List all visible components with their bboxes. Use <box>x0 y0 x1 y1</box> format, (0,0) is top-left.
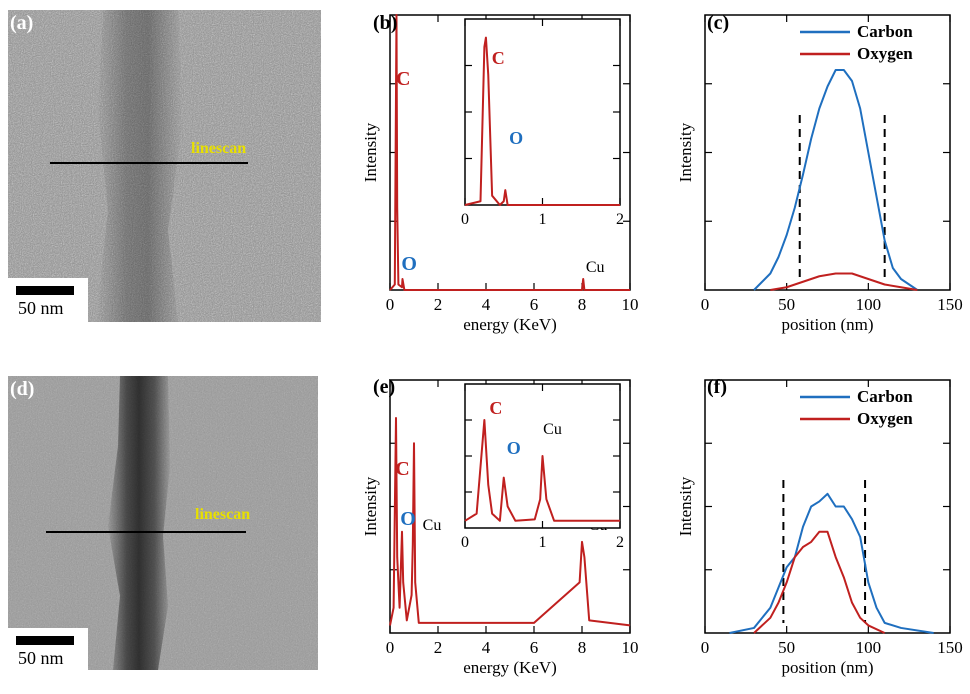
x-tick-label: 1 <box>539 211 547 228</box>
peak-label-cu: Cu <box>586 259 605 276</box>
eds-spectrum-b: 0 2 4 6 8 10 energy (KeV) Intensity C O Cu 0 1 2 C O <box>361 14 639 334</box>
tem-image-a: (a) linescan 50 nm <box>8 10 321 322</box>
scale-bar-d: 50 nm <box>8 628 88 670</box>
y-axis-label: Intensity <box>676 122 695 182</box>
x-tick-label: 0 <box>461 211 469 228</box>
x-tick-label: 100 <box>856 295 882 314</box>
inset-peak-label-o: O <box>507 438 521 458</box>
x-tick-label: 1 <box>539 534 547 551</box>
series-line-oxygen <box>770 272 918 291</box>
x-tick-label: 0 <box>701 295 710 314</box>
linescan-label-a: linescan <box>191 140 247 157</box>
x-tick-label: 10 <box>622 295 639 314</box>
scale-bar-line <box>16 636 74 645</box>
tem-image-d-canvas <box>8 376 318 670</box>
x-tick-label: 0 <box>701 638 710 657</box>
y-axis-label: Intensity <box>676 476 695 536</box>
scale-bar-line <box>16 286 74 295</box>
panel-label-f: (f) <box>707 376 727 398</box>
linescan-profile-f: 0 50 100 150 position (nm) Intensity Carbon Oxy… <box>676 379 963 677</box>
x-axis-label: energy (KeV) <box>463 315 557 334</box>
x-tick-label: 2 <box>616 534 624 551</box>
x-tick-label: 2 <box>616 211 624 228</box>
x-tick-label: 6 <box>530 295 539 314</box>
x-axis-label: position (nm) <box>781 658 873 677</box>
inset-background <box>465 19 620 205</box>
series-line-carbon <box>729 492 934 634</box>
linescan-profile-c: 0 50 100 150 position (nm) Intensity Carbon Oxy… <box>676 14 963 334</box>
x-tick-label: 6 <box>530 638 539 657</box>
series-line-spectrum <box>389 14 630 291</box>
series-line-spectrum <box>464 419 620 522</box>
x-tick-label: 150 <box>937 295 963 314</box>
panel-label-d: (d) <box>10 378 35 400</box>
x-tick-label: 10 <box>622 638 639 657</box>
panel-label-a: (a) <box>10 12 34 34</box>
inset-peak-label-c: C <box>489 398 502 418</box>
panel-label-c: (c) <box>707 12 730 34</box>
x-tick-label: 2 <box>434 638 443 657</box>
tem-image-d: (d) linescan 50 nm <box>8 376 318 670</box>
y-axis-label: Intensity <box>361 122 380 182</box>
legend-label-carbon: Carbon <box>857 387 913 406</box>
legend-label-oxygen: Oxygen <box>857 44 913 63</box>
peak-label-c: C <box>396 68 410 90</box>
y-axis-label: Intensity <box>361 476 380 536</box>
x-tick-label: 50 <box>778 295 795 314</box>
x-tick-label: 8 <box>578 295 587 314</box>
series-line-oxygen <box>753 530 886 634</box>
inset-peak-label-c: C <box>492 48 505 68</box>
scale-bar-text: 50 nm <box>18 298 64 318</box>
x-axis-label: energy (KeV) <box>463 658 557 677</box>
series-line-spectrum <box>464 36 620 206</box>
inset-peak-label-o: O <box>509 128 523 148</box>
series-line-spectrum <box>389 416 631 627</box>
legend-label-oxygen: Oxygen <box>857 409 913 428</box>
plot-frame <box>704 14 951 291</box>
scale-bar-a: 50 nm <box>8 278 88 322</box>
peak-label-cu: Cu <box>423 517 442 534</box>
x-axis-label: position (nm) <box>781 315 873 334</box>
tem-image-a-canvas <box>8 10 321 322</box>
peak-label-o: O <box>401 253 417 275</box>
linescan-label-d: linescan <box>195 506 251 523</box>
series-line-carbon <box>753 69 918 291</box>
panel-label-e: (e) <box>373 376 396 398</box>
peak-label-o: O <box>400 508 416 530</box>
x-tick-label: 8 <box>578 638 587 657</box>
scale-bar-text: 50 nm <box>18 648 64 668</box>
x-tick-label: 2 <box>434 295 443 314</box>
x-tick-label: 0 <box>461 534 469 551</box>
x-tick-label: 150 <box>937 638 963 657</box>
x-tick-label: 4 <box>482 638 491 657</box>
legend-label-carbon: Carbon <box>857 22 913 41</box>
x-tick-label: 4 <box>482 295 491 314</box>
peak-label-c: C <box>395 458 409 480</box>
x-tick-label: 0 <box>386 638 395 657</box>
x-tick-label: 100 <box>856 638 882 657</box>
inset-peak-label-cu: Cu <box>543 421 562 438</box>
x-tick-label: 50 <box>778 638 795 657</box>
panel-label-b: (b) <box>373 12 398 34</box>
x-tick-label: 0 <box>386 295 395 314</box>
